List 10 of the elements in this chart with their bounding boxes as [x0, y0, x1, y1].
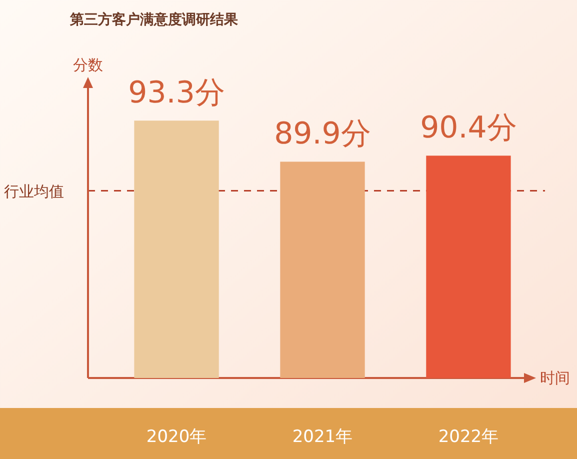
data-label: 93.3分 [128, 76, 225, 111]
chart-title: 第三方客户满意度调研结果 [69, 11, 239, 28]
ref-line-label: 行业均值 [4, 182, 64, 201]
x-tick-label: 2022年 [438, 427, 499, 447]
x-tick-label: 2020年 [146, 427, 207, 447]
x-tick-label: 2021年 [292, 427, 353, 447]
x-axis-title: 时间 [540, 369, 570, 387]
y-axis-title: 分数 [73, 56, 103, 74]
data-label: 90.4分 [420, 110, 517, 146]
data-label: 89.9分 [274, 116, 371, 152]
